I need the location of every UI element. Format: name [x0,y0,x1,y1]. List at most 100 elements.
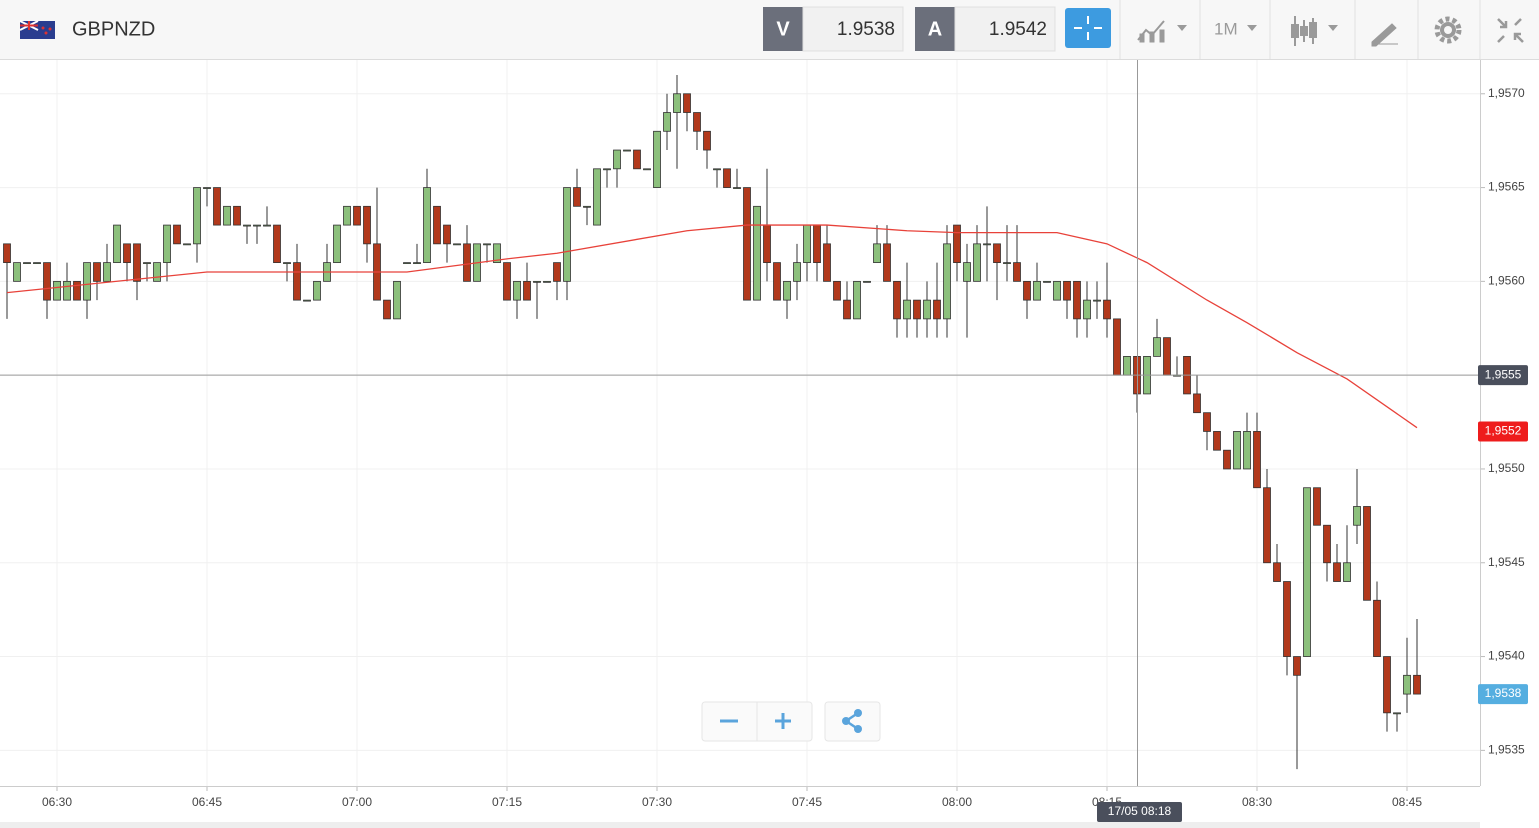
candle-body [233,205,241,226]
candle-body [1293,656,1301,676]
candle-style-button[interactable] [1291,16,1338,46]
x-tick-label: 06:30 [42,795,72,809]
last-price-bg [1478,684,1528,705]
candle-body [13,262,21,282]
candle-body [813,224,821,264]
candle-body [1223,449,1231,470]
candle-body [1013,262,1021,282]
x-tick-label: 07:30 [642,795,672,809]
candle-body [1413,674,1421,695]
candle-body [703,130,711,151]
candle-body [263,224,271,227]
candle-body [273,224,281,264]
candle-body [353,205,361,226]
candle-body [833,280,841,301]
ask-price: 1.9542 [989,19,1047,40]
crosshair-time-bg [1097,802,1182,822]
candle-body [183,243,191,246]
candle-body [733,187,741,189]
candle-body [1283,581,1291,657]
drawing-button[interactable] [1371,23,1398,47]
candle-body [243,224,251,227]
y-tick-label: 1,9560 [1488,274,1525,288]
candle-body [133,243,141,282]
candle-body [1323,524,1331,564]
y-tick-label: 1,9565 [1488,180,1525,194]
candle-body [1203,412,1211,432]
candle-body [993,243,1001,264]
x-tick-label: 08:00 [942,795,972,809]
bid-label: V [776,18,790,40]
candle-body [603,168,611,171]
candle-body [343,205,351,226]
candle-body [713,168,721,171]
candle-body [803,224,811,264]
candle-body [663,112,671,132]
ask-box[interactable] [954,6,1056,52]
candle-body [763,224,771,264]
candle-body [253,224,261,227]
candle-body [213,187,221,226]
candle-body [743,187,751,301]
candle-body [853,280,861,320]
flag [19,20,55,39]
moving-average [6,224,1418,429]
scrollbar[interactable] [0,822,1480,828]
candle-body [973,243,981,282]
candle-body [673,93,681,113]
candle-body [143,262,151,265]
timeframe-arrow [1247,25,1257,31]
x-tick-label: 07:00 [342,795,372,809]
candle-body [1303,487,1311,657]
candle-body [953,224,961,264]
candle-body [1333,562,1341,582]
collapse-button[interactable] [1497,18,1524,43]
candle-body [863,280,871,283]
timeframe[interactable]: 1M [1214,19,1238,38]
candle-body [403,262,411,265]
crosshair-price-bg [1478,365,1528,386]
share-button[interactable] [824,701,881,742]
candle-body [443,224,451,245]
x-tick-label: 08:45 [1392,795,1422,809]
candle-body [883,243,891,282]
candle-body [333,224,341,264]
candle-body [983,243,991,246]
candle-body [753,205,761,301]
candle-body [463,243,471,282]
candle-body [693,112,701,132]
candle-body [1353,506,1361,526]
candle-body [493,243,501,264]
x-tick-label: 06:45 [192,795,222,809]
candle-body [783,280,791,301]
crosshair-button[interactable] [1065,8,1111,48]
candle-body [223,205,231,226]
ask-button[interactable] [915,7,955,51]
y-tick-label: 1,9545 [1488,555,1525,569]
candle-body [903,299,911,320]
y-tick-label: 1,9540 [1488,649,1525,663]
candle-body [3,243,11,264]
zoom-controls [701,701,813,742]
candle-body [483,243,491,246]
bid-button[interactable] [763,7,803,51]
x-tick-label: 07:45 [792,795,822,809]
last-price: 1,9538 [1485,686,1522,700]
candle-body [163,224,171,264]
candle-body [1363,506,1371,601]
candle-body [33,262,41,265]
candle-body [1253,431,1261,489]
candle-body [83,262,91,301]
candle-body [313,280,321,301]
candle-body [613,149,621,170]
candle-body [1263,487,1271,564]
settings-button[interactable] [1434,16,1462,44]
zoom-in[interactable] [775,713,791,729]
bid-box[interactable] [802,6,904,52]
candle-body [1073,280,1081,320]
candle-body [1193,393,1201,414]
candle-body [93,262,101,282]
candle-body [103,262,111,282]
chart-type-button[interactable] [1137,20,1187,43]
